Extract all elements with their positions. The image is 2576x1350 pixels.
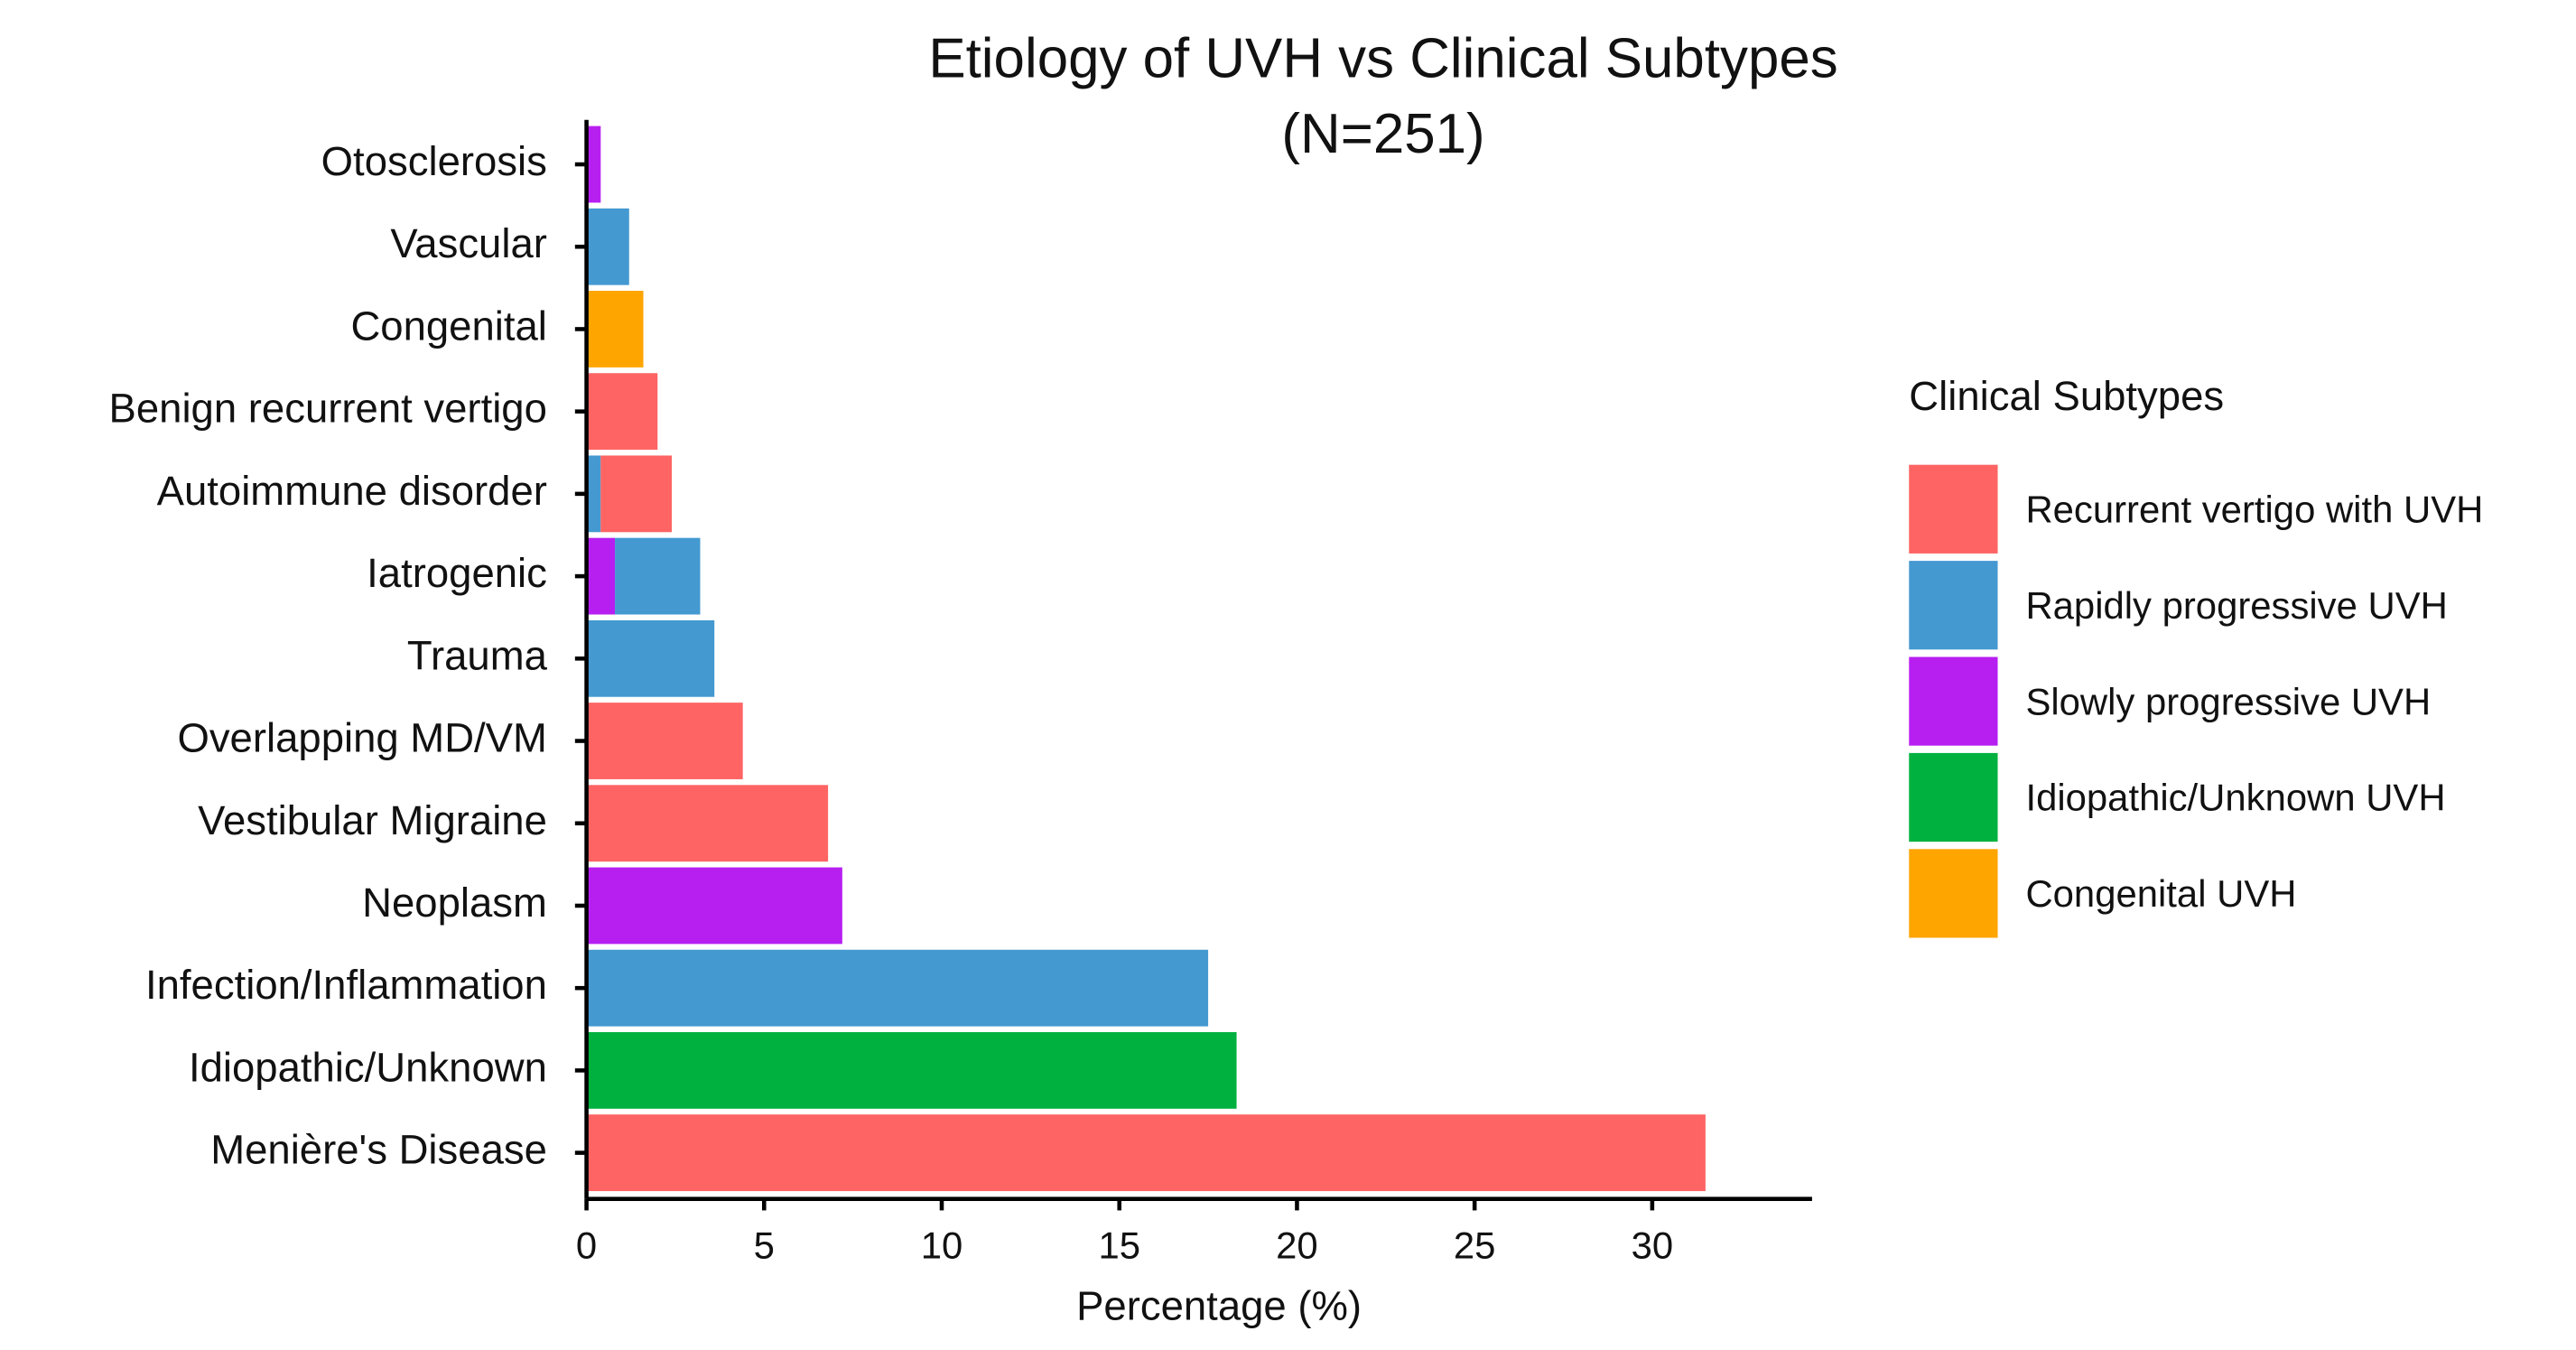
bar-segment <box>586 373 658 451</box>
legend-label: Rapidly progressive UVH <box>2025 584 2447 627</box>
legend-key <box>1909 849 1998 938</box>
legend-key <box>1909 561 1998 650</box>
legend-title: Clinical Subtypes <box>1909 373 2224 419</box>
x-tick-label: 0 <box>576 1224 597 1266</box>
bar-segment <box>586 208 629 285</box>
bar-segment <box>586 291 644 368</box>
bar-segment <box>586 1114 1706 1192</box>
legend-key <box>1909 464 1998 554</box>
chart-subtitle: (N=251) <box>1281 103 1484 165</box>
bar-segment <box>586 1031 1237 1109</box>
y-tick-label: Trauma <box>407 632 548 678</box>
legend-label: Congenital UVH <box>2025 872 2296 915</box>
y-tick-label: Neoplasm <box>362 880 547 926</box>
y-tick-label: Benign recurrent vertigo <box>109 386 547 432</box>
legend-label: Idiopathic/Unknown UVH <box>2025 777 2445 819</box>
x-tick-label: 5 <box>754 1224 775 1266</box>
y-tick-label: Congenital <box>350 303 546 349</box>
y-tick-label: Overlapping MD/VM <box>177 715 546 761</box>
x-tick-label: 10 <box>921 1224 963 1266</box>
legend-key <box>1909 656 1998 746</box>
bar-segment <box>615 537 701 615</box>
y-tick-label: Iatrogenic <box>367 550 547 596</box>
chart-title: Etiology of UVH vs Clinical Subtypes <box>928 27 1837 89</box>
bar-segment <box>600 455 672 533</box>
bar-segment <box>586 703 743 779</box>
y-tick-label: Otosclerosis <box>321 138 547 184</box>
bar-segment <box>586 537 616 615</box>
legend-label: Slowly progressive UVH <box>2025 680 2431 722</box>
bar-segment <box>586 785 829 862</box>
y-tick-label: Infection/Inflammation <box>145 962 547 1008</box>
x-tick-label: 25 <box>1454 1224 1496 1266</box>
bar-segment <box>586 867 842 945</box>
legend-key <box>1909 752 1998 843</box>
bar-segment <box>586 619 715 697</box>
x-tick-label: 20 <box>1276 1224 1318 1266</box>
bar-segment <box>586 455 601 533</box>
y-tick-label: Menière's Disease <box>210 1127 547 1173</box>
y-tick-label: Idiopathic/Unknown <box>189 1044 547 1090</box>
bar-segment <box>586 949 1209 1027</box>
y-tick-label: Vestibular Migraine <box>198 797 547 843</box>
x-axis-title: Percentage (%) <box>1076 1283 1362 1329</box>
x-tick-label: 15 <box>1098 1224 1140 1266</box>
y-tick-label: Vascular <box>390 220 547 266</box>
legend-label: Recurrent vertigo with UVH <box>2025 488 2483 530</box>
bar-segment <box>586 126 601 203</box>
x-tick-label: 30 <box>1632 1224 1674 1266</box>
y-tick-label: Autoimmune disorder <box>157 468 547 514</box>
